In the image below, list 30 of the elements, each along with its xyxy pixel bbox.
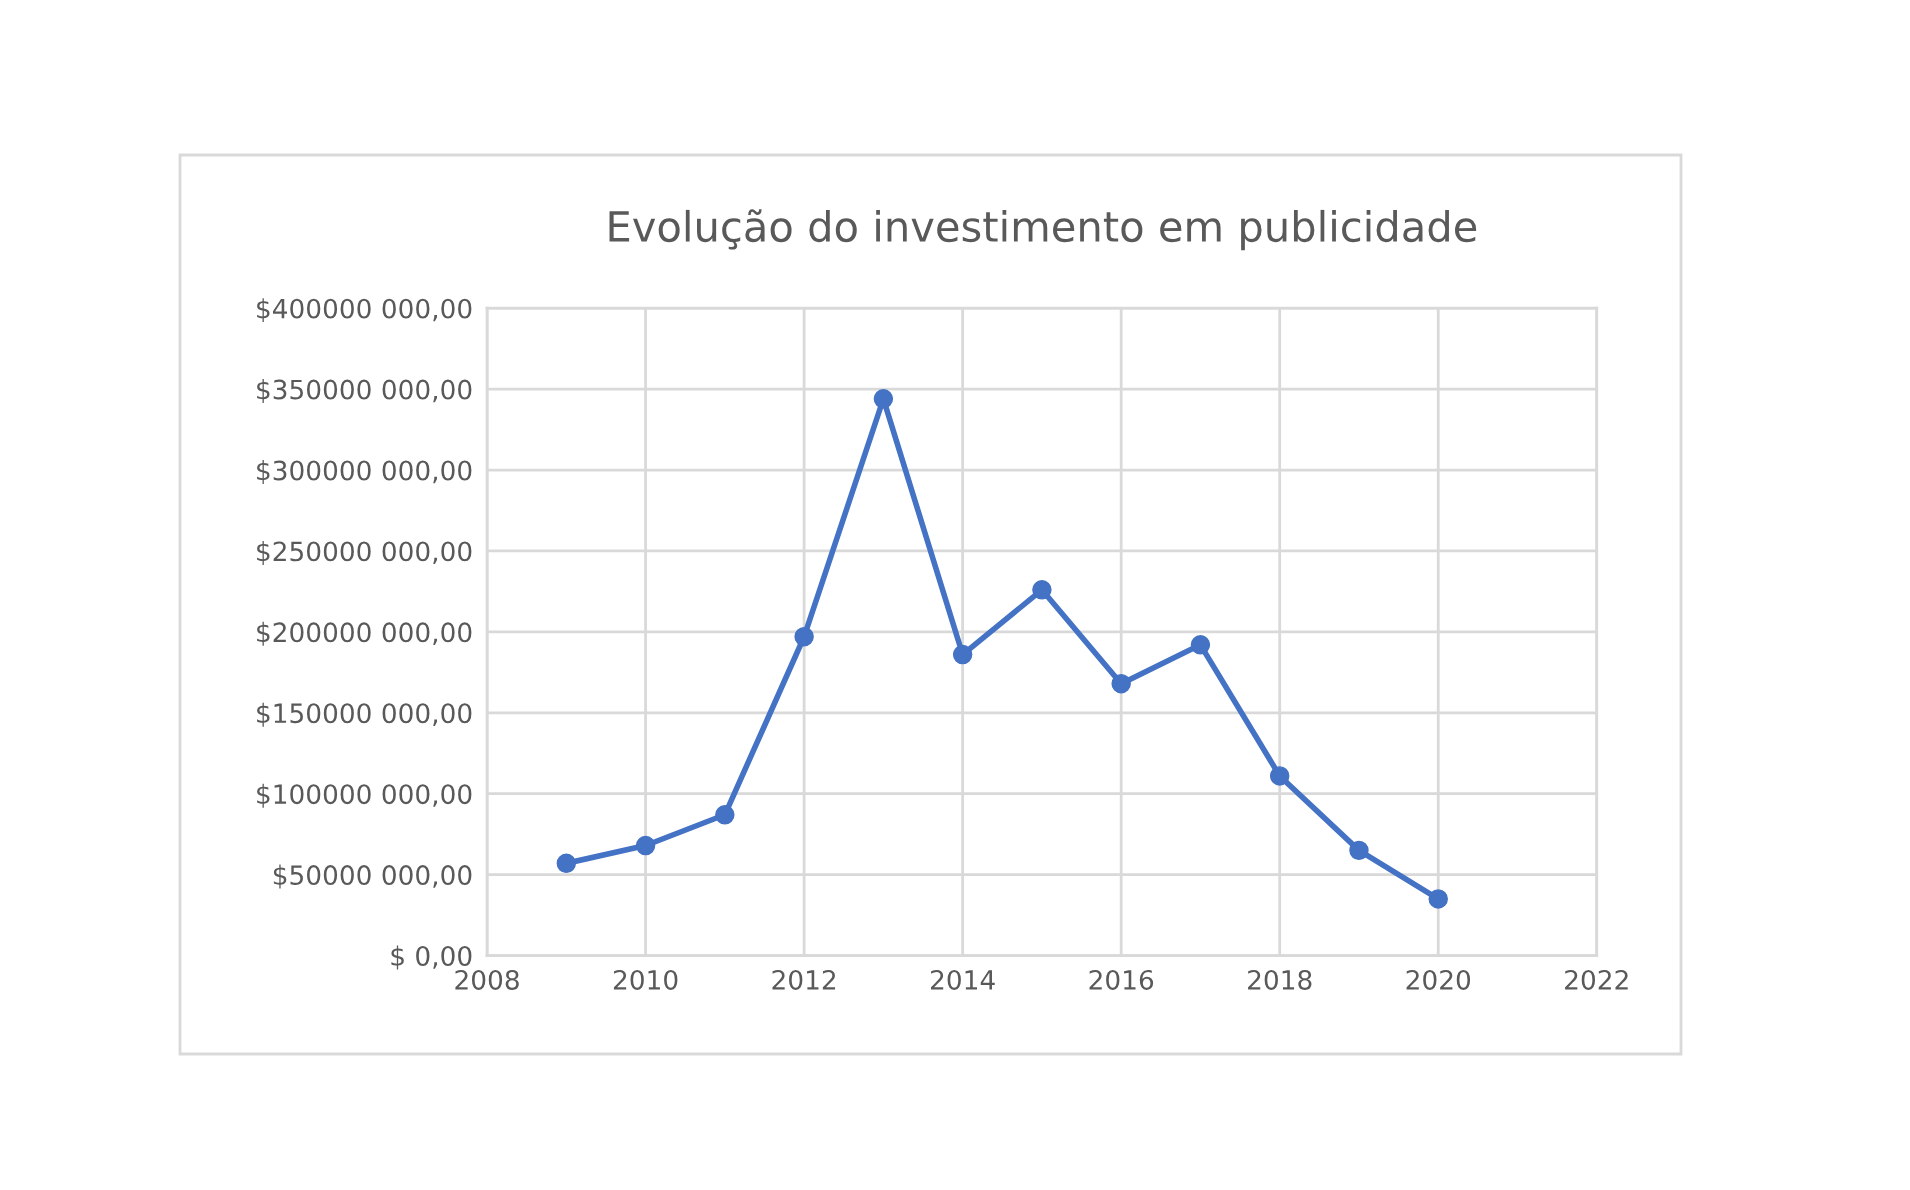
chart-title: Evolução do investimento em publicidade	[609, 209, 1477, 251]
y-tick-label: $100000 000,00	[257, 783, 472, 808]
point	[952, 644, 973, 665]
point	[1032, 580, 1052, 600]
point	[873, 389, 894, 409]
point	[794, 627, 814, 647]
y-tick-label: $400000 000,00	[257, 298, 472, 323]
point	[715, 805, 735, 825]
y-tick-label: $250000 000,00	[257, 540, 472, 565]
y-tick-label: $150000 000,00	[257, 702, 472, 727]
x-tick-label: 2014	[930, 969, 995, 990]
y-tick-label: $350000 000,00	[257, 379, 472, 404]
y-tick-label: $ 0,00	[391, 945, 472, 970]
point	[556, 853, 577, 874]
point	[1269, 766, 1290, 786]
x-tick-label: 2016	[1089, 969, 1154, 990]
x-tick-label: 2020	[1406, 969, 1471, 990]
point	[1111, 673, 1131, 694]
point	[635, 835, 656, 856]
y-tick-label: $50000 000,00	[273, 864, 472, 889]
point	[1190, 635, 1211, 655]
x-tick-label: 2022	[1565, 969, 1628, 990]
x-tick-label: 2008	[455, 969, 519, 990]
x-tick-label: 2018	[1248, 969, 1312, 990]
point	[1349, 840, 1369, 861]
point	[1428, 889, 1448, 909]
x-tick-label: 2012	[772, 969, 836, 990]
y-tick-label: $300000 000,00	[257, 460, 472, 484]
y-tick-label: $200000 000,00	[257, 621, 472, 646]
x-tick-label: 2010	[613, 969, 678, 990]
